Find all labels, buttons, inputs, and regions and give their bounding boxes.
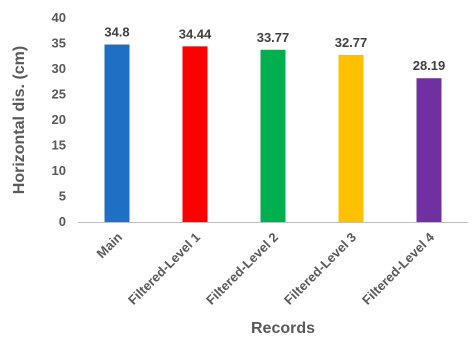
y-tick-label: 10 bbox=[52, 163, 66, 178]
x-category-label-1: Main bbox=[94, 229, 126, 261]
x-category-label-5: Filtered-Level 4 bbox=[359, 229, 438, 308]
data-label-4: 32.77 bbox=[335, 35, 368, 50]
y-tick-label: 5 bbox=[59, 189, 66, 204]
data-label-5: 28.19 bbox=[413, 58, 446, 73]
y-axis-ticks: 0 5 10 15 20 25 30 35 40 bbox=[52, 10, 66, 229]
bar-5 bbox=[416, 78, 442, 222]
data-label-1: 34.8 bbox=[104, 25, 129, 40]
y-tick-label: 40 bbox=[52, 10, 66, 25]
x-axis-title: Records bbox=[251, 320, 315, 337]
x-axis-category-labels: Main Filtered-Level 1 Filtered-Level 2 Filt… bbox=[94, 229, 438, 308]
bars bbox=[104, 44, 442, 223]
data-label-2: 34.44 bbox=[179, 26, 212, 41]
y-tick-label: 25 bbox=[52, 87, 66, 102]
y-tick-label: 15 bbox=[52, 138, 66, 153]
data-labels: 34.8 34.44 33.77 32.77 28.19 bbox=[104, 25, 445, 74]
y-tick-label: 0 bbox=[59, 214, 66, 229]
x-category-label-2: Filtered-Level 1 bbox=[125, 230, 203, 308]
y-tick-label: 35 bbox=[52, 36, 66, 51]
x-category-label-3: Filtered-Level 2 bbox=[203, 230, 281, 308]
bar-2 bbox=[182, 46, 208, 222]
y-tick-label: 30 bbox=[52, 61, 66, 76]
y-tick-label: 20 bbox=[52, 112, 66, 127]
y-axis-title: Horizontal dis. (cm) bbox=[11, 46, 28, 194]
bar-3 bbox=[260, 49, 286, 223]
data-label-3: 33.77 bbox=[257, 30, 290, 45]
x-category-label-4: Filtered-Level 3 bbox=[281, 230, 359, 308]
bar-4 bbox=[338, 54, 364, 222]
bar-1 bbox=[104, 44, 130, 222]
